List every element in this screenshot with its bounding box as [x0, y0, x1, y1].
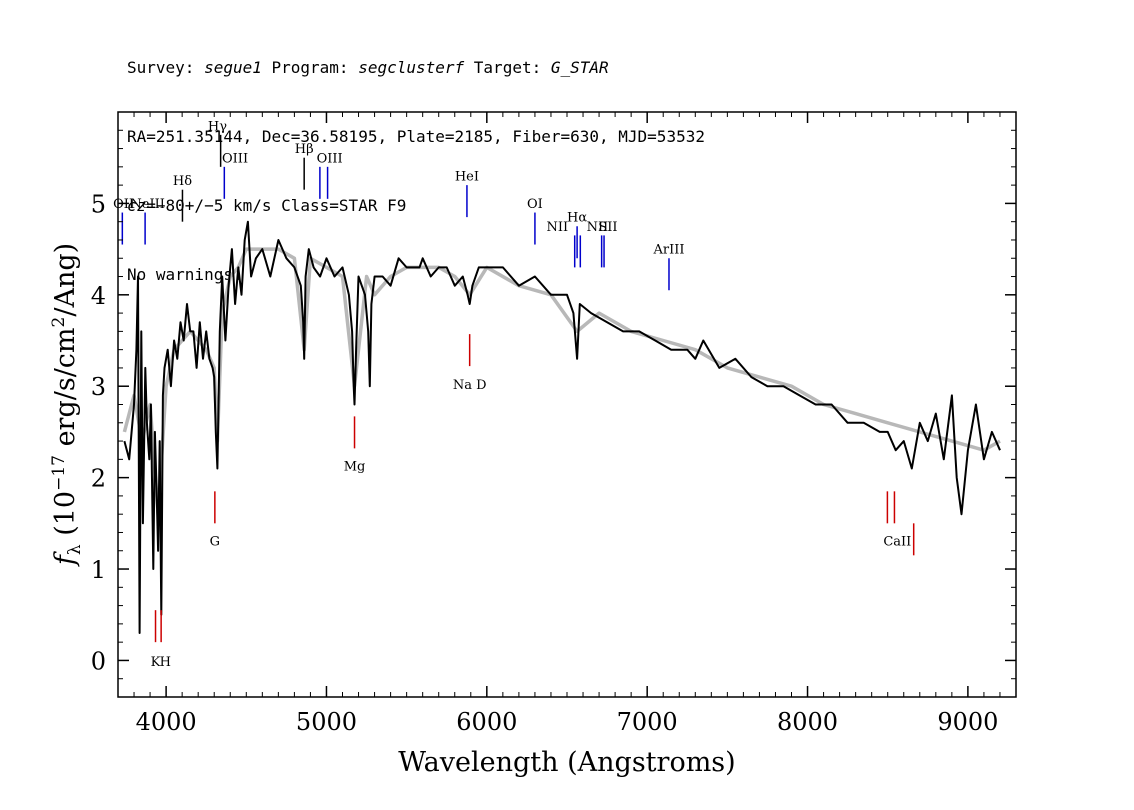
x-tick-label: 8000 [777, 708, 838, 736]
y-label-f: f [50, 551, 81, 567]
spectral-line-label: K [151, 655, 161, 670]
spectral-line-label: CaII [883, 534, 911, 549]
y-tick-label: 3 [91, 373, 106, 401]
y-tick-label: 2 [91, 465, 106, 493]
header-line-survey: Survey: segue1 Program: segclusterf Targ… [127, 56, 705, 79]
axis-ticks: 4000 5000 6000 7000 8000 9000 0 1 2 3 4 5 [91, 112, 1016, 736]
spectral-line-label: Hγ [208, 119, 227, 134]
spectral-line-label: Na D [453, 378, 487, 393]
y-label-exponent: −17 [49, 455, 69, 491]
x-tick-label: 4000 [136, 708, 197, 736]
cz-label: cz [127, 196, 147, 215]
spectral-line-label: Hβ [295, 142, 314, 157]
spectral-line-label: NII [587, 220, 609, 235]
target-label: Target: [464, 58, 551, 77]
survey-value: segue1 [204, 58, 262, 77]
y-label-units: erg/s/cm [50, 327, 81, 455]
series-group [122, 220, 1001, 634]
spectral-line-label: OIII [317, 151, 343, 166]
y-tick-label: 1 [91, 556, 106, 584]
series-line-flux [123, 220, 1001, 634]
spectral-line-label: OI [527, 197, 543, 212]
spectral-line-label: SII [598, 220, 617, 235]
y-tick-label: 5 [91, 190, 106, 218]
survey-label: Survey: [127, 58, 205, 77]
spectral-line-label: Hα [567, 211, 587, 226]
y-tick-label: 4 [91, 282, 106, 310]
spectral-line-label: H [160, 655, 171, 670]
cz-value: =−80+/−5 [146, 196, 224, 215]
spectral-line-label: Hδ [173, 174, 192, 189]
x-tick-label: 9000 [937, 708, 998, 736]
y-label-main: (10 [50, 491, 81, 544]
spectral-line-label: NII [547, 220, 569, 235]
spectral-line-label: HeI [455, 170, 479, 185]
y-tick-label: 0 [91, 647, 106, 675]
spectrum-header: Survey: segue1 Program: segclusterf Targ… [127, 10, 705, 309]
spectral-line-label: NeIII [130, 197, 164, 212]
x-tick-label: 5000 [296, 708, 357, 736]
y-label-lambda: λ [65, 544, 85, 555]
spectral-line-label: ArIII [652, 243, 684, 258]
y-axis-label: fλ (10−17 erg/s/cm2/Ang) [49, 243, 85, 567]
program-value: segclusterf [358, 58, 465, 77]
target-value: G_STAR [550, 58, 609, 77]
header-line-coords: RA=251.35144, Dec=36.58195, Plate=2185, … [127, 127, 705, 146]
header-line-warnings: No warnings. [127, 265, 243, 284]
plot-frame [117, 111, 1017, 698]
class-text: km/s Class=STAR F9 [223, 196, 407, 215]
x-tick-label: 6000 [456, 708, 517, 736]
program-label: Program: [261, 58, 359, 77]
y-label-squared: 2 [49, 317, 69, 328]
spectral-line-label: G [210, 534, 220, 549]
y-label-end: /Ang) [50, 243, 81, 317]
series-line-model [122, 247, 1001, 516]
spectral-line-label: Mg [344, 459, 366, 474]
x-tick-label: 7000 [617, 708, 678, 736]
spectral-line-label: OIII [222, 151, 248, 166]
x-axis-label: Wavelength (Angstroms) [398, 747, 735, 778]
header-line-redshift: cz=−80+/−5 km/s Class=STAR F9 [127, 194, 705, 217]
